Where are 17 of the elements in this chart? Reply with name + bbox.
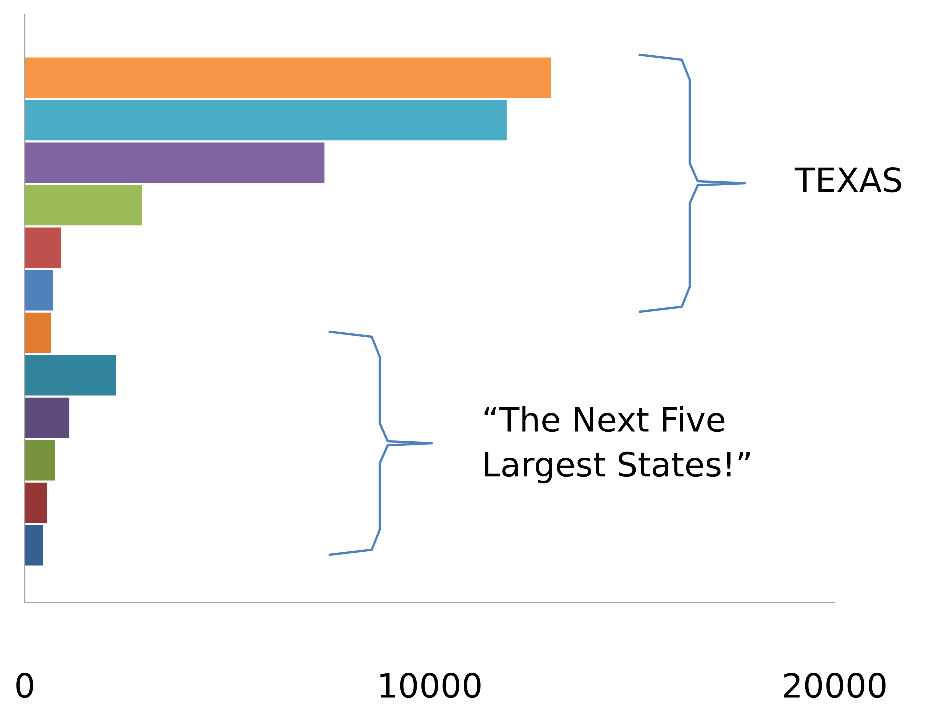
bar	[25, 355, 116, 396]
bar	[25, 228, 62, 268]
bar	[25, 100, 507, 141]
bar	[25, 482, 48, 524]
annotation: TEXAS	[794, 167, 902, 193]
bar	[25, 185, 142, 226]
x-tick-label: 20000	[784, 673, 886, 698]
bar	[25, 142, 325, 184]
annotation: “The Next Five Largest States!”	[484, 406, 750, 484]
x-tick-label: 0	[16, 673, 34, 698]
bar	[25, 270, 54, 311]
bar	[25, 58, 552, 98]
bar	[25, 440, 56, 481]
bar	[25, 398, 70, 438]
bar	[25, 312, 52, 354]
x-tick-label: 10000	[380, 673, 481, 698]
bar	[25, 525, 44, 566]
